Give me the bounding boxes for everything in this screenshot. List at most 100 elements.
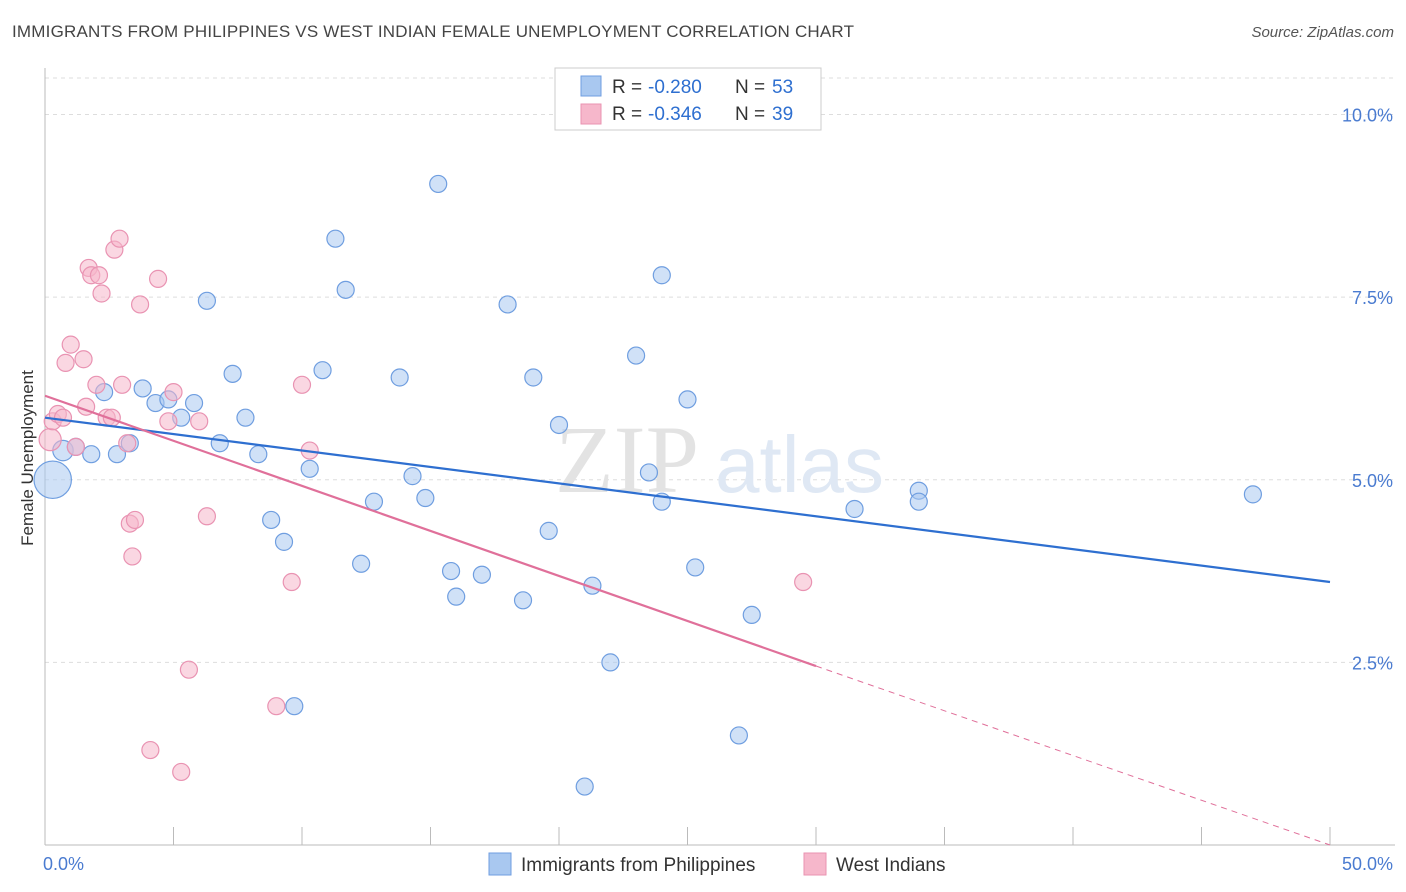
- point-west-indians: [164, 383, 183, 402]
- y-tick-label: 2.5%: [1352, 653, 1393, 673]
- trend-line-west-indians-extrapolated: [815, 665, 1331, 846]
- legend-r-value-2: -0.346: [648, 104, 702, 125]
- point-philippines: [33, 460, 73, 500]
- point-philippines: [285, 697, 304, 716]
- y-axis-label: Female Unemployment: [18, 370, 37, 546]
- trend-line-west-indians: [44, 394, 817, 668]
- point-philippines: [352, 554, 371, 573]
- legend-r-label-1: R =: [612, 77, 642, 98]
- point-philippines: [742, 605, 761, 625]
- point-philippines: [845, 499, 864, 519]
- point-philippines: [133, 379, 152, 398]
- point-philippines: [403, 467, 422, 486]
- point-philippines: [326, 229, 345, 248]
- chart-title: IMMIGRANTS FROM PHILIPPINES VS WEST INDI…: [12, 22, 855, 41]
- correlation-legend: R = -0.280 N = 53 R = -0.346 N = 39: [554, 67, 822, 131]
- point-west-indians: [794, 572, 813, 592]
- x-tick-label: 50.0%: [1342, 854, 1393, 874]
- legend-n-label-1: N =: [735, 77, 765, 98]
- trend-lines: [44, 394, 1331, 846]
- point-philippines: [472, 565, 491, 584]
- bottom-legend-swatch-philippines: [488, 852, 512, 876]
- point-philippines: [184, 393, 204, 413]
- y-tick-label: 5.0%: [1352, 471, 1393, 491]
- x-tick-labels: 0.0% 50.0%: [43, 854, 1393, 874]
- bottom-legend-swatch-west-indians: [803, 852, 827, 876]
- point-philippines: [300, 459, 319, 478]
- point-philippines: [429, 174, 448, 194]
- point-philippines: [336, 280, 355, 299]
- point-west-indians: [61, 335, 80, 354]
- point-west-indians: [172, 762, 191, 782]
- y-tick-labels: 2.5% 5.0% 7.5% 10.0%: [1342, 106, 1393, 674]
- point-philippines: [197, 291, 217, 310]
- point-philippines: [223, 364, 242, 383]
- series-west-indians-points: [38, 229, 813, 782]
- point-philippines: [249, 445, 268, 464]
- legend-swatch-philippines: [580, 75, 602, 97]
- point-philippines: [441, 561, 461, 581]
- point-philippines: [639, 463, 659, 482]
- point-west-indians: [56, 353, 75, 372]
- point-west-indians: [282, 572, 301, 592]
- axes: [44, 68, 1395, 846]
- point-west-indians: [130, 295, 150, 314]
- point-west-indians: [118, 434, 137, 453]
- point-philippines: [513, 591, 533, 610]
- watermark: ZIP atlas: [555, 406, 884, 513]
- point-west-indians: [125, 510, 145, 530]
- point-philippines: [390, 368, 409, 387]
- point-philippines: [364, 492, 384, 511]
- point-philippines: [447, 587, 466, 606]
- point-west-indians: [292, 375, 312, 394]
- grid-lines: [45, 77, 1395, 663]
- point-west-indians: [53, 408, 73, 427]
- point-philippines: [524, 368, 543, 387]
- point-philippines: [498, 295, 517, 314]
- series-legend: Immigrants from Philippines West Indians: [488, 852, 945, 876]
- point-philippines: [313, 361, 332, 380]
- point-philippines: [686, 558, 705, 577]
- point-philippines: [274, 532, 294, 551]
- watermark-atlas: atlas: [715, 420, 884, 509]
- point-philippines: [626, 346, 646, 365]
- point-philippines: [1243, 485, 1263, 504]
- point-philippines: [82, 445, 101, 464]
- legend-n-label-2: N =: [735, 104, 765, 125]
- point-west-indians: [123, 547, 142, 566]
- bottom-legend-west-indians: West Indians: [836, 855, 945, 876]
- point-west-indians: [197, 507, 217, 526]
- trend-line-philippines: [44, 416, 1331, 584]
- point-philippines: [236, 408, 255, 427]
- point-philippines: [909, 492, 928, 511]
- point-west-indians: [66, 437, 85, 456]
- point-west-indians: [92, 284, 111, 303]
- point-philippines: [729, 726, 749, 745]
- y-tick-label: 7.5%: [1352, 288, 1393, 308]
- point-philippines: [539, 521, 558, 540]
- point-west-indians: [159, 412, 178, 431]
- point-west-indians: [110, 229, 129, 248]
- point-philippines: [416, 488, 435, 508]
- point-philippines: [549, 415, 569, 435]
- point-west-indians: [190, 412, 209, 431]
- point-west-indians: [267, 697, 286, 716]
- point-west-indians: [148, 269, 168, 288]
- point-philippines: [575, 777, 594, 796]
- legend-r-value-1: -0.280: [648, 77, 702, 98]
- chart-source: Source: ZipAtlas.com: [1251, 24, 1394, 41]
- point-west-indians: [89, 266, 109, 285]
- point-philippines: [652, 266, 671, 285]
- point-west-indians: [179, 660, 199, 679]
- y-tick-label: 10.0%: [1342, 106, 1393, 126]
- legend-swatch-west-indians: [580, 103, 602, 125]
- point-philippines: [210, 434, 229, 453]
- legend-n-value-2: 39: [772, 104, 793, 125]
- point-philippines: [678, 390, 697, 409]
- point-west-indians: [38, 427, 62, 452]
- point-west-indians: [141, 740, 160, 760]
- point-philippines: [601, 653, 620, 672]
- point-west-indians: [112, 375, 132, 394]
- point-philippines: [262, 510, 281, 530]
